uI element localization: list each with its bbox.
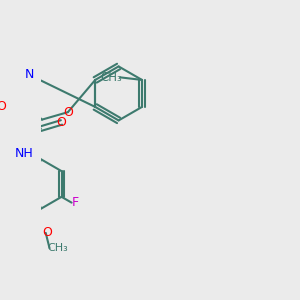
- Text: N: N: [24, 68, 34, 81]
- Text: F: F: [72, 196, 79, 209]
- Text: O: O: [63, 106, 73, 118]
- Text: O: O: [57, 116, 66, 129]
- Text: CH₃: CH₃: [47, 243, 68, 253]
- Text: O: O: [0, 100, 7, 113]
- Text: NH: NH: [14, 147, 33, 160]
- Text: CH₃: CH₃: [100, 71, 122, 84]
- Text: O: O: [42, 226, 52, 239]
